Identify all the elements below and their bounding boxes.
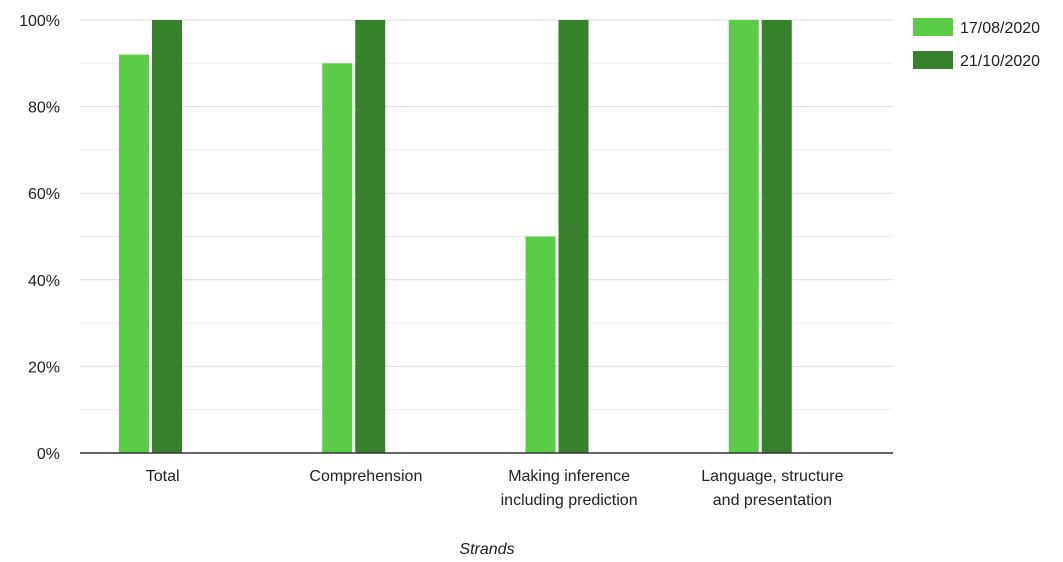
y-tick-label: 0% (37, 446, 60, 463)
y-tick-labels: 0% 20% 40% 60% 80% 100% (19, 13, 60, 463)
y-tick-label: 80% (28, 100, 60, 117)
y-tick-label: 100% (19, 13, 60, 30)
bar-series-2[interactable] (152, 20, 182, 453)
legend-swatch (913, 18, 953, 36)
bar-series-2[interactable] (761, 20, 792, 453)
bar-series-1[interactable] (119, 54, 149, 453)
bar-series-1[interactable] (322, 63, 353, 454)
bar-series-2[interactable] (355, 20, 386, 453)
legend-swatch (913, 51, 953, 69)
y-tick-label: 20% (28, 359, 60, 376)
y-tick-label: 40% (28, 273, 60, 290)
x-tick-label: Comprehension (309, 468, 422, 485)
x-tick-label: Total (146, 468, 180, 485)
bars (119, 20, 792, 454)
bar-series-1[interactable] (728, 20, 759, 453)
bar-series-1[interactable] (525, 236, 556, 454)
x-axis-title: Strands (459, 541, 514, 557)
bar-series-2[interactable] (558, 20, 589, 453)
x-tick-label: Making inference including prediction (501, 468, 638, 509)
legend-label: 21/10/2020 (960, 53, 1040, 70)
legend[interactable]: 17/08/2020 21/10/2020 (913, 18, 1040, 70)
legend-label: 17/08/2020 (960, 20, 1040, 37)
x-tick-labels: Total Comprehension Making inference includ… (146, 468, 844, 509)
y-tick-label: 60% (28, 186, 60, 203)
x-tick-label: Language, structure and presentation (701, 468, 843, 509)
